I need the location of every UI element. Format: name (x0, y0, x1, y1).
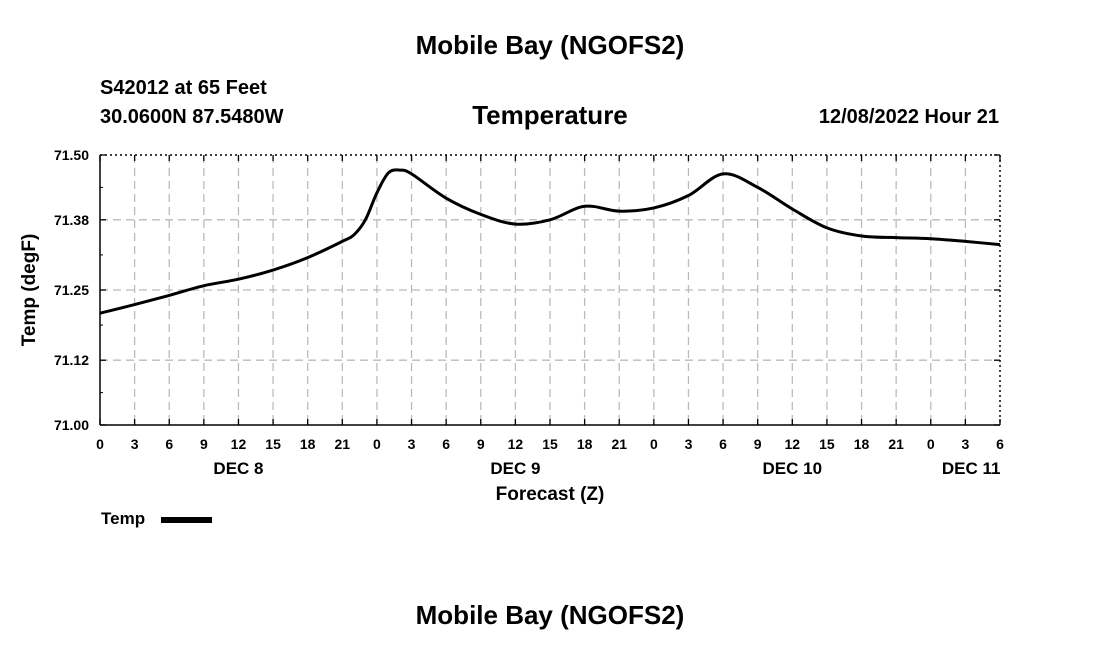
x-tick-label: 3 (685, 436, 693, 452)
y-tick-label: 71.50 (54, 147, 89, 163)
x-tick-label: 0 (373, 436, 381, 452)
x-tick-label: 6 (719, 436, 727, 452)
x-tick-label: 9 (200, 436, 208, 452)
x-tick-label: 12 (508, 436, 524, 452)
x-tick-label: 9 (477, 436, 485, 452)
x-tick-label: 18 (300, 436, 316, 452)
x-tick-label: 18 (577, 436, 593, 452)
day-label: DEC 9 (490, 459, 540, 478)
page-title: Mobile Bay (NGOFS2) (415, 30, 685, 60)
station-coords: 30.0600N 87.5480W (100, 106, 284, 128)
day-label: DEC 11 (942, 459, 1001, 478)
x-tick-label: 9 (754, 436, 762, 452)
x-tick-label: 6 (996, 436, 1004, 452)
grid-lines (100, 155, 1000, 425)
x-tick-label: 3 (408, 436, 416, 452)
run-time-label: 12/08/2022 Hour 21 (818, 106, 999, 128)
x-tick-label: 0 (650, 436, 658, 452)
x-tick-label: 6 (442, 436, 450, 452)
x-tick-label: 0 (927, 436, 935, 452)
x-tick-label: 21 (888, 436, 904, 452)
footer-title: Mobile Bay (NGOFS2) (415, 600, 685, 630)
x-tick-label: 18 (854, 436, 870, 452)
y-tick-label: 71.25 (54, 282, 89, 298)
y-tick-label: 71.00 (54, 417, 89, 433)
series-line-temp (99, 168, 1001, 315)
x-axis-label: Forecast (Z) (496, 484, 605, 505)
station-label: S42012 at 65 Feet (100, 77, 267, 99)
x-tick-label: 12 (231, 436, 247, 452)
day-label: DEC 10 (763, 459, 823, 478)
x-tick-label: 15 (265, 436, 281, 452)
x-tick-label: 12 (785, 436, 801, 452)
x-tick-label: 0 (96, 436, 104, 452)
y-axis-label: Temp (degF) (19, 234, 40, 347)
y-tick-label: 71.12 (54, 352, 89, 368)
legend-swatch (161, 517, 212, 523)
x-tick-label: 3 (961, 436, 969, 452)
x-tick-label: 21 (335, 436, 351, 452)
x-tick-label: 15 (542, 436, 558, 452)
x-tick-label: 21 (611, 436, 627, 452)
x-tick-label: 3 (131, 436, 139, 452)
y-tick-label: 71.38 (54, 212, 89, 228)
x-tick-label: 15 (819, 436, 835, 452)
chart-title: Temperature (472, 100, 628, 130)
legend-label: Temp (101, 509, 146, 528)
x-tick-label: 6 (165, 436, 173, 452)
day-label: DEC 8 (213, 459, 263, 478)
